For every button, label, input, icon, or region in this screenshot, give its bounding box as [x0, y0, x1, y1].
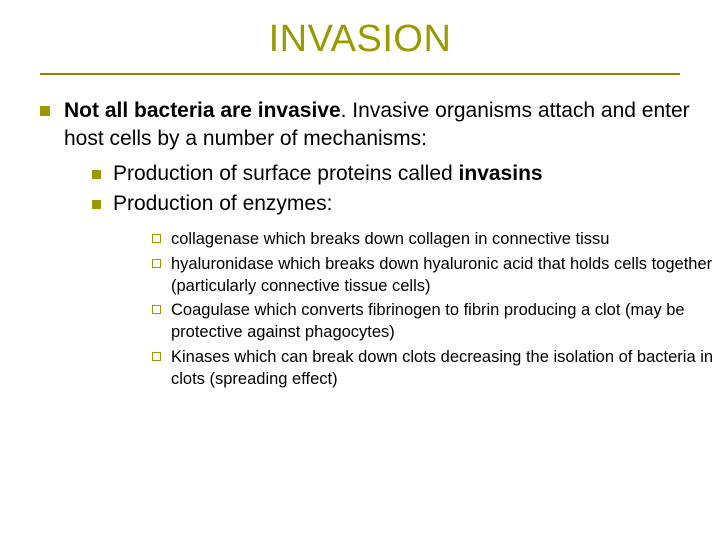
level3-text: Coagulase which converts fibrinogen to f…: [171, 299, 720, 344]
sub-pre: Production of enzymes:: [113, 192, 332, 215]
hollow-square-bullet-icon: [152, 234, 161, 243]
level2-text: Production of enzymes:: [113, 190, 332, 218]
hollow-square-bullet-icon: [152, 305, 161, 314]
hollow-square-bullet-icon: [152, 259, 161, 268]
level3-text: collagenase which breaks down collagen i…: [171, 228, 609, 250]
content-area: Not all bacteria are invasive. Invasive …: [0, 75, 720, 390]
level3-text: hyaluronidase which breaks down hyaluron…: [171, 253, 720, 298]
square-bullet-icon: [92, 170, 101, 179]
level2-list: Production of surface proteins called in…: [40, 160, 720, 219]
bullet-level2: Production of surface proteins called in…: [92, 160, 720, 188]
level3-list: collagenase which breaks down collagen i…: [40, 228, 720, 390]
bullet-level3: collagenase which breaks down collagen i…: [152, 228, 720, 250]
bullet-level2: Production of enzymes:: [92, 190, 720, 218]
slide: { "colors": { "title": "#9a9a00", "rule"…: [0, 0, 720, 540]
sub-pre: Production of surface proteins called: [113, 162, 459, 185]
level3-text: Kinases which can break down clots decre…: [171, 346, 720, 391]
bullet-level3: hyaluronidase which breaks down hyaluron…: [152, 253, 720, 298]
square-bullet-icon: [40, 106, 50, 116]
bullet-level1: Not all bacteria are invasive. Invasive …: [40, 97, 720, 154]
level1-text: Not all bacteria are invasive. Invasive …: [64, 97, 720, 154]
bullet-level3: Kinases which can break down clots decre…: [152, 346, 720, 391]
slide-title: INVASION: [0, 18, 720, 61]
sub-bold: invasins: [459, 162, 543, 185]
hollow-square-bullet-icon: [152, 352, 161, 361]
bullet-level3: Coagulase which converts fibrinogen to f…: [152, 299, 720, 344]
square-bullet-icon: [92, 200, 101, 209]
level2-text: Production of surface proteins called in…: [113, 160, 543, 188]
lead-bold: Not all bacteria are invasive: [64, 99, 341, 122]
